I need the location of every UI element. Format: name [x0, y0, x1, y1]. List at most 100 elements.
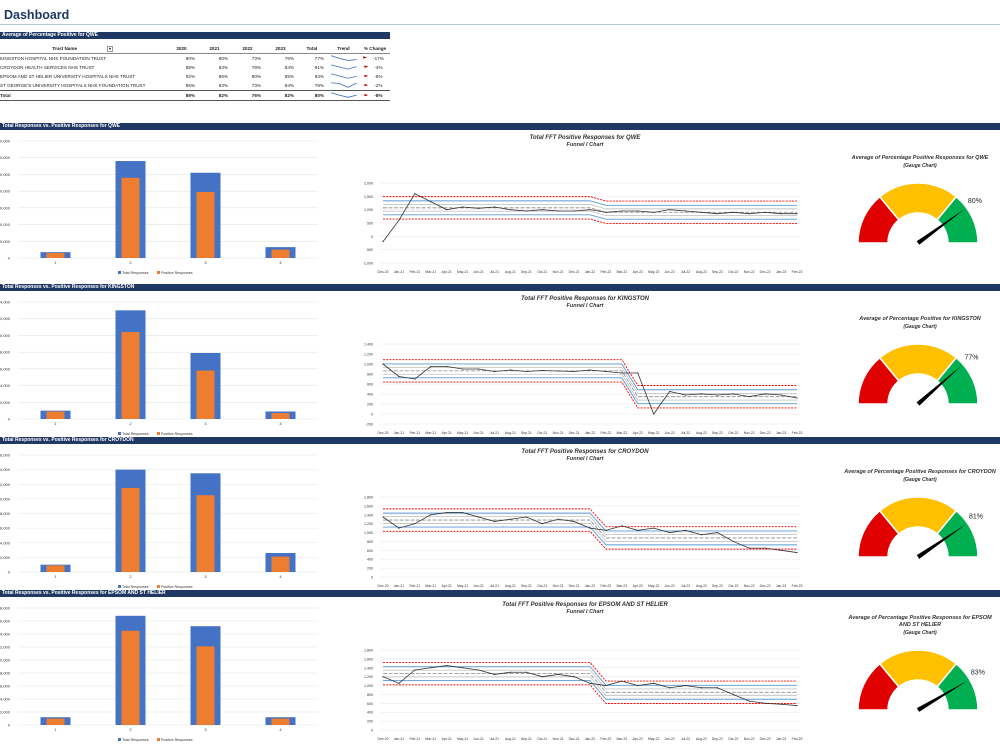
funnel-data-point[interactable]	[780, 703, 782, 705]
positive-responses-bar[interactable]	[121, 487, 140, 572]
funnel-data-point[interactable]	[732, 211, 734, 213]
positive-responses-bar[interactable]	[46, 565, 65, 572]
funnel-data-point[interactable]	[446, 365, 448, 368]
funnel-data-point[interactable]	[748, 547, 750, 549]
funnel-data-point[interactable]	[637, 684, 639, 687]
funnel-data-point[interactable]	[525, 671, 527, 673]
funnel-data-point[interactable]	[414, 523, 416, 525]
funnel-data-point[interactable]	[700, 393, 703, 395]
funnel-data-point[interactable]	[621, 210, 623, 212]
funnel-data-point[interactable]	[573, 676, 575, 678]
funnel-data-point[interactable]	[605, 684, 607, 687]
funnel-data-point[interactable]	[493, 206, 496, 208]
funnel-data-point[interactable]	[605, 211, 607, 213]
funnel-data-point[interactable]	[525, 370, 527, 373]
positive-responses-bar[interactable]	[121, 630, 140, 725]
funnel-data-point[interactable]	[430, 667, 432, 669]
funnel-data-point[interactable]	[605, 529, 607, 531]
positive-responses-bar[interactable]	[46, 718, 65, 726]
funnel-data-point[interactable]	[716, 213, 718, 215]
funnel-data-point[interactable]	[732, 393, 734, 395]
funnel-data-point[interactable]	[430, 514, 432, 516]
funnel-data-point[interactable]	[669, 209, 671, 211]
positive-responses-bar[interactable]	[196, 191, 215, 258]
funnel-data-point[interactable]	[493, 520, 496, 523]
funnel-data-point[interactable]	[780, 213, 782, 215]
funnel-data-point[interactable]	[669, 531, 671, 534]
table-row[interactable]: CROYDON HEALTH SERVICES NHS TRUST 88% 83% 7…	[0, 63, 390, 72]
funnel-data-point[interactable]	[653, 527, 655, 529]
funnel-data-point[interactable]	[589, 369, 591, 371]
funnel-data-point[interactable]	[716, 531, 718, 534]
funnel-data-point[interactable]	[796, 213, 798, 215]
funnel-data-point[interactable]	[684, 684, 687, 687]
funnel-data-point[interactable]	[493, 370, 496, 373]
positive-responses-bar[interactable]	[46, 252, 65, 258]
funnel-data-point[interactable]	[589, 527, 591, 529]
funnel-data-point[interactable]	[653, 682, 655, 684]
funnel-data-point[interactable]	[700, 211, 703, 213]
funnel-data-point[interactable]	[637, 372, 639, 374]
positive-responses-bar[interactable]	[271, 249, 290, 258]
positive-responses-bar[interactable]	[271, 413, 290, 419]
funnel-data-point[interactable]	[525, 516, 527, 518]
funnel-data-point[interactable]	[382, 363, 384, 365]
funnel-data-point[interactable]	[621, 525, 623, 527]
funnel-data-point[interactable]	[509, 369, 511, 371]
funnel-data-point[interactable]	[621, 372, 623, 374]
positive-responses-bar[interactable]	[196, 370, 215, 419]
funnel-data-point[interactable]	[446, 209, 448, 211]
funnel-data-point[interactable]	[573, 520, 575, 523]
funnel-data-point[interactable]	[398, 375, 400, 378]
funnel-data-point[interactable]	[462, 368, 464, 370]
funnel-data-point[interactable]	[764, 211, 766, 213]
funnel-data-point[interactable]	[398, 682, 400, 684]
funnel-data-point[interactable]	[684, 210, 687, 212]
funnel-data-point[interactable]	[557, 370, 559, 372]
funnel-data-point[interactable]	[414, 378, 416, 380]
positive-responses-bar[interactable]	[196, 495, 215, 572]
table-row[interactable]: EPSOM AND ST HELIER UNIVERSITY HOSPITALS…	[0, 72, 390, 81]
funnel-data-point[interactable]	[653, 211, 655, 213]
funnel-data-point[interactable]	[509, 671, 511, 673]
funnel-data-point[interactable]	[716, 394, 718, 396]
funnel-data-point[interactable]	[557, 518, 559, 520]
funnel-data-point[interactable]	[748, 213, 750, 215]
positive-responses-bar[interactable]	[271, 556, 290, 572]
funnel-data-point[interactable]	[684, 529, 687, 531]
positive-responses-bar[interactable]	[121, 332, 140, 419]
funnel-data-point[interactable]	[700, 534, 703, 536]
funnel-data-point[interactable]	[764, 393, 766, 395]
funnel-data-point[interactable]	[398, 527, 400, 529]
funnel-data-point[interactable]	[589, 209, 591, 211]
funnel-data-point[interactable]	[573, 210, 575, 212]
funnel-data-point[interactable]	[669, 390, 671, 393]
funnel-data-point[interactable]	[477, 669, 480, 671]
positive-responses-bar[interactable]	[271, 718, 290, 726]
funnel-data-point[interactable]	[462, 511, 464, 514]
funnel-data-point[interactable]	[732, 693, 734, 696]
funnel-data-point[interactable]	[764, 547, 766, 549]
funnel-data-point[interactable]	[541, 676, 543, 678]
positive-responses-bar[interactable]	[121, 177, 140, 258]
funnel-data-point[interactable]	[446, 511, 448, 514]
funnel-data-point[interactable]	[637, 529, 639, 531]
funnel-data-point[interactable]	[509, 518, 511, 520]
funnel-data-point[interactable]	[398, 219, 400, 221]
funnel-data-point[interactable]	[621, 680, 623, 682]
table-row[interactable]: ST GEORGE'S UNIVERSITY HOSPITALS NHS FOU…	[0, 81, 390, 91]
funnel-data-point[interactable]	[589, 682, 591, 684]
funnel-data-point[interactable]	[525, 210, 527, 212]
funnel-data-point[interactable]	[557, 210, 559, 212]
funnel-data-point[interactable]	[732, 540, 734, 543]
funnel-data-point[interactable]	[462, 667, 464, 669]
funnel-data-point[interactable]	[414, 669, 416, 671]
funnel-data-point[interactable]	[684, 394, 687, 396]
funnel-data-point[interactable]	[509, 209, 511, 211]
summary-total-row[interactable]: Total 89% 82% 76% 82% 80% -8%	[0, 90, 390, 102]
funnel-data-point[interactable]	[796, 704, 798, 707]
funnel-data-point[interactable]	[764, 702, 766, 704]
funnel-data-point[interactable]	[748, 395, 750, 398]
positive-responses-bar[interactable]	[46, 411, 65, 419]
funnel-data-point[interactable]	[780, 549, 782, 551]
